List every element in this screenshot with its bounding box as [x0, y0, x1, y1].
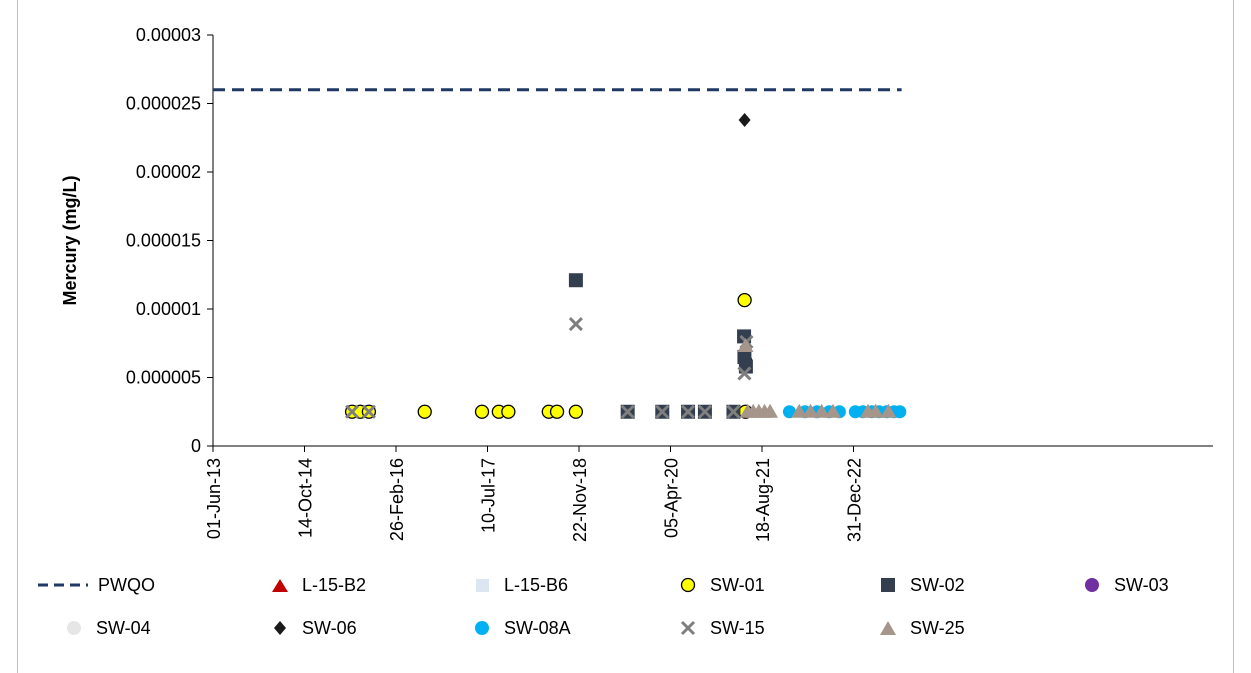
y-tick-label: 0.00001 [136, 299, 201, 319]
data-point-sw-01 [417, 404, 432, 419]
legend-square-icon [476, 579, 489, 592]
legend-label: SW-08A [504, 617, 571, 638]
legend-item-pwqo: PWQO [38, 572, 155, 598]
legend-triangle-icon [272, 579, 288, 592]
data-point-sw-08a [782, 405, 796, 419]
y-axis-label: Mercury (mg/L) [60, 175, 80, 305]
data-point-sw-01 [474, 404, 490, 419]
data-point-sw-01 [737, 292, 752, 308]
data-point-sw-25 [825, 403, 842, 418]
data-point-sw-15 [620, 404, 635, 419]
legend-label: SW-03 [1114, 574, 1169, 595]
legend-diamond-icon [274, 621, 286, 635]
x-tick-label: 14-Oct-14 [296, 458, 316, 538]
legend-item-sw-06: SW-06 [268, 615, 357, 641]
data-point-sw-25 [762, 403, 779, 418]
legend-label: SW-02 [910, 574, 965, 595]
x-tick-label: 31-Dec-22 [845, 458, 865, 542]
legend-item-sw-02: SW-02 [876, 572, 965, 598]
data-point-sw-08a [893, 405, 907, 419]
data-point-sw-06 [738, 112, 751, 127]
legend-item-sw-01: SW-01 [676, 572, 765, 598]
data-point-sw-15 [568, 317, 583, 332]
legend-triangle-icon [880, 621, 896, 635]
legend-item-sw-25: SW-25 [876, 615, 965, 641]
y-tick-label: 0.000005 [126, 368, 201, 388]
legend-circle-icon [680, 577, 696, 593]
data-point-sw-01 [501, 404, 516, 419]
chart-frame-right [1233, 0, 1234, 673]
x-tick-label: 18-Aug-21 [753, 458, 773, 542]
legend-circle-icon [475, 621, 489, 635]
data-point-sw-25 [791, 403, 808, 418]
legend-label: L-15-B6 [504, 574, 569, 595]
legend-square-icon [881, 578, 895, 592]
data-point-sw-25 [737, 337, 754, 352]
legend-label: SW-04 [96, 617, 151, 638]
legend-label: SW-25 [910, 617, 965, 638]
data-point-sw-25 [802, 403, 819, 418]
legend-item-l-15-b2: L-15-B2 [268, 572, 366, 598]
data-point-sw-15 [345, 404, 360, 419]
legend-label: SW-06 [302, 617, 357, 638]
legend-item-sw-03: SW-03 [1080, 572, 1169, 598]
y-tick-label: 0.00003 [136, 25, 201, 45]
legend-item-sw-15: SW-15 [676, 615, 765, 641]
data-point-sw-15 [361, 404, 376, 419]
data-point-sw-25 [880, 403, 897, 418]
legend-label: L-15-B2 [302, 574, 367, 595]
legend-item-sw-08a: SW-08A [470, 615, 571, 641]
legend-dashed-line-icon [38, 583, 88, 587]
legend-label: SW-01 [710, 574, 765, 595]
data-point-sw-25 [813, 403, 830, 418]
data-point-sw-01 [568, 404, 584, 419]
x-tick-label: 10-Jul-17 [479, 458, 499, 533]
data-point-sw-15 [726, 404, 741, 419]
x-tick-label: 05-Apr-20 [662, 458, 682, 538]
data-point-sw-15 [655, 404, 670, 419]
y-tick-label: 0.000015 [126, 231, 201, 251]
x-tick-label: 26-Feb-16 [387, 458, 407, 541]
legend-circle-icon [67, 621, 81, 635]
x-tick-label: 22-Nov-18 [570, 458, 590, 542]
data-point-sw-02 [568, 273, 583, 288]
data-point-sw-25 [867, 403, 884, 418]
data-point-sw-15 [681, 404, 696, 419]
legend-label: SW-15 [710, 617, 765, 638]
legend-circle-icon [1085, 578, 1099, 592]
legend-item-sw-04: SW-04 [62, 615, 151, 641]
legend-label: PWQO [98, 574, 155, 595]
legend-x-icon [680, 620, 696, 636]
data-point-sw-15 [697, 404, 712, 419]
data-point-sw-01 [549, 404, 565, 419]
y-tick-label: 0 [191, 436, 201, 456]
y-tick-label: 0.000025 [126, 94, 201, 114]
chart-frame-left [17, 0, 18, 673]
y-tick-label: 0.00002 [136, 162, 201, 182]
data-point-sw-15 [737, 366, 752, 381]
legend-item-l-15-b6: L-15-B6 [470, 572, 568, 598]
x-tick-label: 01-Jun-13 [204, 458, 224, 539]
